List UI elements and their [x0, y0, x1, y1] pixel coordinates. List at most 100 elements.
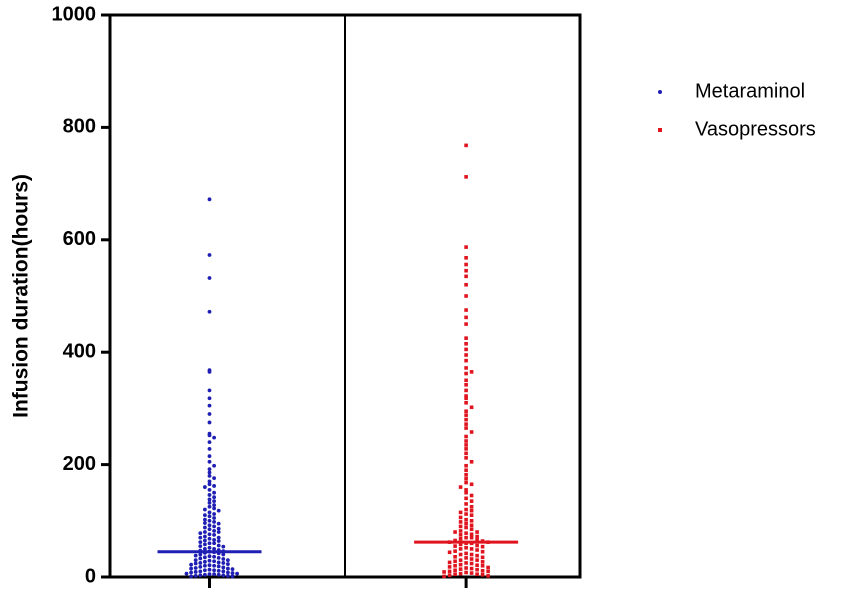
legend-label: Vasopressors — [695, 118, 816, 140]
data-point — [207, 482, 212, 487]
data-point — [193, 573, 198, 578]
data-point — [453, 568, 457, 573]
data-point — [469, 523, 474, 528]
data-point — [464, 394, 468, 398]
data-point — [458, 571, 463, 576]
data-point — [207, 567, 212, 572]
data-point — [464, 294, 468, 298]
data-point — [480, 572, 485, 577]
data-point — [207, 493, 212, 497]
data-point — [207, 518, 212, 523]
data-point — [216, 535, 221, 540]
data-point — [464, 378, 468, 383]
y-axis-label: Infusion duration(hours) — [10, 174, 33, 418]
data-point — [480, 563, 485, 568]
data-point — [464, 551, 468, 556]
data-point — [458, 552, 463, 557]
data-point — [198, 552, 203, 557]
data-point — [203, 559, 207, 564]
data-point — [464, 480, 468, 485]
data-point — [480, 569, 485, 573]
data-point — [464, 535, 468, 540]
data-point — [447, 565, 452, 569]
data-point — [469, 532, 474, 537]
data-point — [464, 561, 468, 565]
data-point — [203, 542, 207, 547]
data-point — [203, 525, 207, 530]
data-point — [212, 563, 217, 568]
data-point — [203, 538, 207, 543]
data-point — [207, 440, 212, 445]
data-point — [216, 564, 221, 569]
data-point — [469, 547, 474, 551]
data-point — [203, 572, 207, 577]
data-point — [189, 566, 194, 571]
data-point — [207, 309, 212, 314]
data-point — [212, 529, 217, 533]
data-point — [207, 500, 212, 505]
legend-marker — [658, 128, 662, 132]
data-point — [453, 563, 457, 568]
data-point — [469, 566, 474, 571]
data-point — [475, 572, 479, 576]
data-point — [447, 560, 452, 565]
data-point — [486, 574, 490, 578]
data-point — [216, 530, 221, 534]
data-point — [475, 558, 479, 562]
data-point — [198, 544, 203, 548]
data-point — [469, 508, 474, 513]
data-point — [453, 549, 457, 553]
data-point — [464, 382, 468, 387]
data-point — [184, 571, 189, 576]
data-point — [464, 566, 468, 570]
data-point — [207, 523, 212, 528]
data-point — [207, 545, 212, 550]
data-point — [212, 538, 217, 542]
data-point — [230, 574, 235, 579]
data-point — [469, 552, 474, 557]
data-point — [207, 403, 212, 408]
data-point — [212, 547, 217, 551]
data-point — [226, 573, 230, 578]
data-point — [464, 282, 468, 287]
data-point — [469, 430, 474, 434]
data-point — [207, 197, 212, 202]
y-tick-label: 400 — [63, 340, 96, 362]
data-point — [458, 542, 463, 547]
data-point — [212, 503, 217, 507]
data-point — [464, 262, 468, 267]
data-point — [442, 574, 446, 579]
data-point — [464, 521, 468, 526]
data-point — [207, 433, 212, 438]
data-point — [486, 565, 490, 570]
data-point — [475, 543, 479, 548]
data-point — [203, 563, 207, 568]
data-point — [464, 496, 468, 501]
data-point — [193, 558, 198, 563]
data-point — [464, 443, 468, 447]
data-point — [226, 570, 230, 575]
data-point — [207, 536, 212, 541]
data-point — [198, 561, 203, 565]
data-point — [464, 545, 468, 550]
data-point — [221, 557, 226, 561]
data-point — [464, 426, 468, 430]
data-point — [207, 572, 212, 577]
data-point — [458, 533, 463, 537]
data-point — [480, 560, 485, 564]
data-point — [464, 447, 468, 451]
data-point — [486, 569, 490, 574]
data-point — [207, 253, 212, 257]
data-point — [475, 548, 479, 552]
data-point — [453, 544, 457, 548]
data-point — [226, 566, 230, 571]
data-point — [212, 490, 217, 495]
data-point — [207, 479, 212, 484]
data-point — [212, 568, 217, 573]
data-point — [207, 276, 212, 280]
data-point — [458, 567, 463, 571]
data-point — [203, 534, 207, 539]
data-point — [464, 308, 468, 312]
data-point — [189, 574, 194, 579]
